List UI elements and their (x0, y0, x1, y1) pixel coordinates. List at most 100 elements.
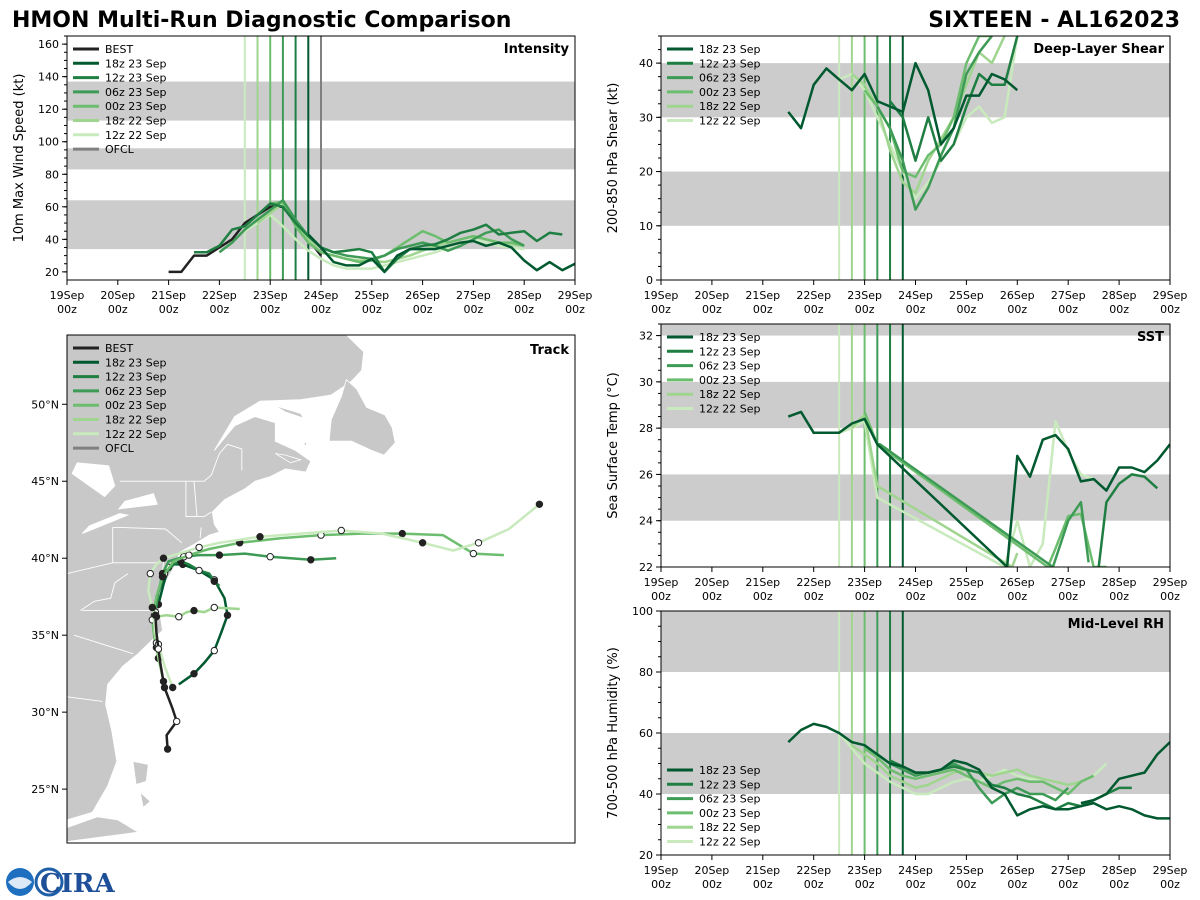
intensity-ytick-label-0: 20 (45, 266, 59, 279)
track-point-3-14 (469, 549, 478, 558)
rh-band-0 (661, 733, 1170, 794)
intensity-legend-label-2: 12z 23 Sep (105, 72, 167, 85)
intensity-ytick-label-2: 60 (45, 201, 59, 214)
land-shape-5 (67, 816, 140, 842)
rh-series-3 (876, 753, 1070, 805)
border-line-8 (199, 527, 202, 539)
land-shape-3 (275, 453, 303, 464)
sst-xtick-label-2: 21Sep 00z (745, 576, 780, 603)
land-shape-2 (275, 405, 305, 419)
sst-xtick-label-5: 24Sep 00z (898, 576, 933, 603)
intensity-legend-label-3: 06z 23 Sep (105, 86, 167, 99)
cira-logo: CIRA (6, 867, 115, 899)
intensity-ytick-label-5: 120 (38, 103, 59, 116)
rh-xtick-label-6: 25Sep 00z (949, 864, 984, 891)
land-shape-6 (132, 760, 149, 786)
sst-ytick-label-2: 26 (639, 468, 653, 481)
intensity-xtick-label-5: 24Sep 00z (304, 289, 339, 316)
rh-xtick-label-3: 22Sep 00z (796, 864, 831, 891)
rh-ytick-label-1: 40 (639, 788, 653, 801)
shear-series-3 (876, 36, 993, 211)
track-point-0-4 (160, 683, 169, 692)
sst-legend-label-0: 18z 23 Sep (699, 331, 761, 344)
sst-xtick-label-10: 29Sep 00z (1153, 576, 1188, 603)
track-point-1-10 (195, 543, 203, 552)
intensity-series-3 (270, 200, 525, 264)
track-point-0-6 (154, 645, 163, 653)
track-legend-label-3: 06z 23 Sep (105, 385, 167, 398)
rh-series-5 (787, 722, 1170, 820)
track-point-2-8 (190, 606, 198, 615)
track-point-1-12 (256, 533, 264, 541)
intensity-xtick-label-0: 19Sep 00z (50, 289, 85, 316)
track-map (67, 335, 544, 842)
panel-sst: 22 24 26 28 30 32 19Sep 00z 20Sep 00z 21Sep 00z 22Se… (606, 323, 1188, 603)
intensity-legend-label-4: 00z 23 Sep (105, 100, 167, 113)
rh-legend-label-5: 12z 22 Sep (699, 836, 761, 849)
panel-intensity: 20 40 60 80 100 120 140 160 19Sep 00z 20Sep 00z 21Se… (12, 35, 592, 316)
sst-series-3 (877, 443, 1090, 567)
shear-legend-label-1: 12z 23 Sep (699, 57, 761, 70)
shear-xtick-label-1: 20Sep 00z (695, 289, 730, 316)
land-shape-4 (303, 440, 308, 447)
shear-series-5 (787, 61, 1019, 146)
shear-legend-label-0: 18z 23 Sep (699, 43, 761, 56)
border-line-6 (185, 481, 212, 518)
intensity-legend-label-0: BEST (105, 43, 133, 56)
track-legend-label-7: OFCL (105, 442, 135, 455)
rh-xtick-label-5: 24Sep 00z (898, 864, 933, 891)
sst-legend-label-1: 12z 23 Sep (699, 345, 761, 358)
track-lat-label-1: 45°N (31, 475, 59, 488)
rh-xtick-label-0: 19Sep 00z (644, 864, 679, 891)
border-line-11 (79, 573, 129, 611)
track-point-1-14 (337, 526, 345, 535)
sst-series-2 (863, 411, 1107, 567)
track-point-2-6 (175, 613, 183, 621)
rh-ytick-label-2: 60 (639, 727, 653, 740)
sst-band-2 (661, 324, 1170, 336)
intensity-series-6 (307, 233, 575, 274)
shear-legend-label-3: 00z 23 Sep (699, 86, 761, 99)
border-line-1 (112, 526, 183, 544)
track-point-4-12 (307, 556, 315, 564)
intensity-ytick-label-1: 40 (45, 233, 59, 246)
track-point-1-20 (535, 500, 544, 508)
intensity-ytick-label-4: 100 (38, 136, 59, 149)
track-point-0-2 (173, 717, 181, 726)
intensity-xtick-label-7: 26Sep 00z (405, 289, 440, 316)
shear-xtick-label-2: 21Sep 00z (745, 289, 780, 316)
track-point-3-6 (185, 551, 193, 559)
panel-rh: 20 40 60 80 100 19Sep 00z 20Sep 00z 21Sep 00z 22Sep… (606, 605, 1187, 891)
track-point-5-6 (195, 566, 203, 575)
sst-xtick-label-9: 28Sep 00z (1102, 576, 1137, 603)
lake-shape-0 (117, 493, 158, 510)
shear-xtick-label-7: 26Sep 00z (1000, 289, 1035, 316)
sst-legend-label-3: 00z 23 Sep (699, 374, 761, 387)
rh-xtick-label-1: 20Sep 00z (695, 864, 730, 891)
sst-legend-label-2: 06z 23 Sep (699, 360, 761, 373)
sst-ytick-label-0: 22 (639, 561, 653, 574)
track-point-1-4 (148, 603, 157, 612)
rh-xtick-label-10: 29Sep 00z (1153, 864, 1188, 891)
shear-ytick-label-0: 0 (646, 274, 653, 287)
shear-legend-label-4: 18z 22 Sep (699, 100, 761, 113)
track-point-1-16 (418, 539, 427, 547)
shear-series-4 (889, 36, 1019, 162)
sst-xtick-label-4: 23Sep 00z (847, 576, 882, 603)
track-legend-label-2: 12z 23 Sep (105, 371, 167, 384)
shear-xtick-label-4: 23Sep 00z (847, 289, 882, 316)
intensity-title: Intensity (504, 42, 570, 57)
rh-legend-label-2: 06z 23 Sep (699, 793, 761, 806)
cira-ring-icon (34, 867, 64, 897)
figure-title-left: HMON Multi-Run Diagnostic Comparison (12, 8, 511, 33)
sst-band-0 (661, 474, 1170, 521)
intensity-legend-label-1: 18z 23 Sep (105, 57, 167, 70)
intensity-legend-label-5: 18z 22 Sep (105, 115, 167, 128)
sst-xtick-label-8: 27Sep 00z (1051, 576, 1086, 603)
sst-xtick-label-0: 19Sep 00z (644, 576, 679, 603)
shear-xtick-label-8: 27Sep 00z (1051, 289, 1086, 316)
intensity-legend-label-7: OFCL (105, 143, 135, 156)
track-point-4-10 (266, 553, 274, 561)
